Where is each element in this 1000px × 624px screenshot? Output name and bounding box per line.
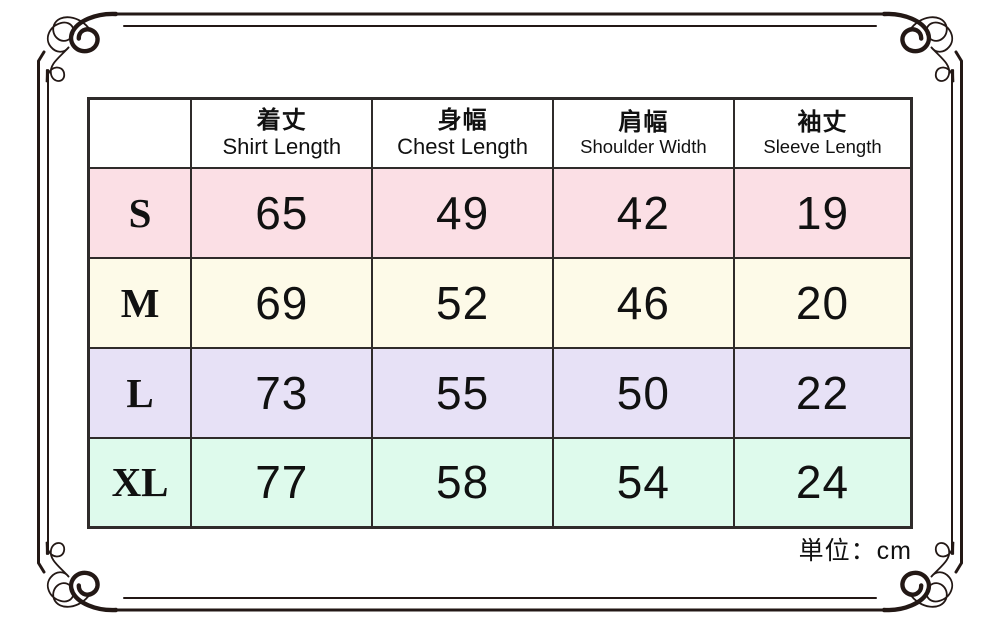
value-cell: 20 (733, 256, 913, 349)
header-jp-label: 着丈 (256, 106, 307, 134)
size-label: S (87, 166, 193, 259)
header-jp-label: 身幅 (437, 106, 488, 134)
value-cell: 24 (733, 436, 913, 529)
value-cell: 52 (371, 256, 554, 349)
header-en-label: Chest Length (397, 134, 529, 160)
size-label: M (87, 256, 193, 349)
header-shirt-length: 着丈 Shirt Length (190, 97, 374, 169)
size-chart-table: 着丈 Shirt Length 身幅 Chest Length 肩幅 Shoul… (87, 97, 913, 529)
header-empty-cell (87, 97, 193, 169)
table-row-s: S 65 49 42 19 (87, 166, 913, 259)
header-shoulder-width: 肩幅 Shoulder Width (551, 97, 736, 169)
header-sleeve-length: 袖丈 Sleeve Length (733, 97, 913, 169)
header-row: 着丈 Shirt Length 身幅 Chest Length 肩幅 Shoul… (87, 97, 913, 169)
header-chest-length: 身幅 Chest Length (371, 97, 554, 169)
value-cell: 73 (190, 346, 374, 439)
value-cell: 22 (733, 346, 913, 439)
value-cell: 50 (551, 346, 736, 439)
unit-note: 単位：cm (798, 537, 912, 565)
header-jp-label: 肩幅 (618, 108, 669, 136)
size-label: XL (87, 436, 193, 529)
table-row-l: L 73 55 50 22 (87, 346, 913, 439)
value-cell: 55 (371, 346, 554, 439)
value-cell: 49 (371, 166, 554, 259)
header-en-label: Shirt Length (222, 134, 342, 160)
header-en-label: Sleeve Length (763, 136, 882, 158)
value-cell: 42 (551, 166, 736, 259)
table-row-m: M 69 52 46 20 (87, 256, 913, 349)
value-cell: 19 (733, 166, 913, 259)
value-cell: 77 (190, 436, 374, 529)
value-cell: 54 (551, 436, 736, 529)
value-cell: 46 (551, 256, 736, 349)
value-cell: 58 (371, 436, 554, 529)
value-cell: 69 (190, 256, 374, 349)
table-row-xl: XL 77 58 54 24 (87, 436, 913, 529)
size-label: L (87, 346, 193, 439)
header-jp-label: 袖丈 (797, 108, 848, 136)
header-en-label: Shoulder Width (580, 136, 707, 158)
size-chart: 着丈 Shirt Length 身幅 Chest Length 肩幅 Shoul… (87, 97, 913, 529)
value-cell: 65 (190, 166, 374, 259)
